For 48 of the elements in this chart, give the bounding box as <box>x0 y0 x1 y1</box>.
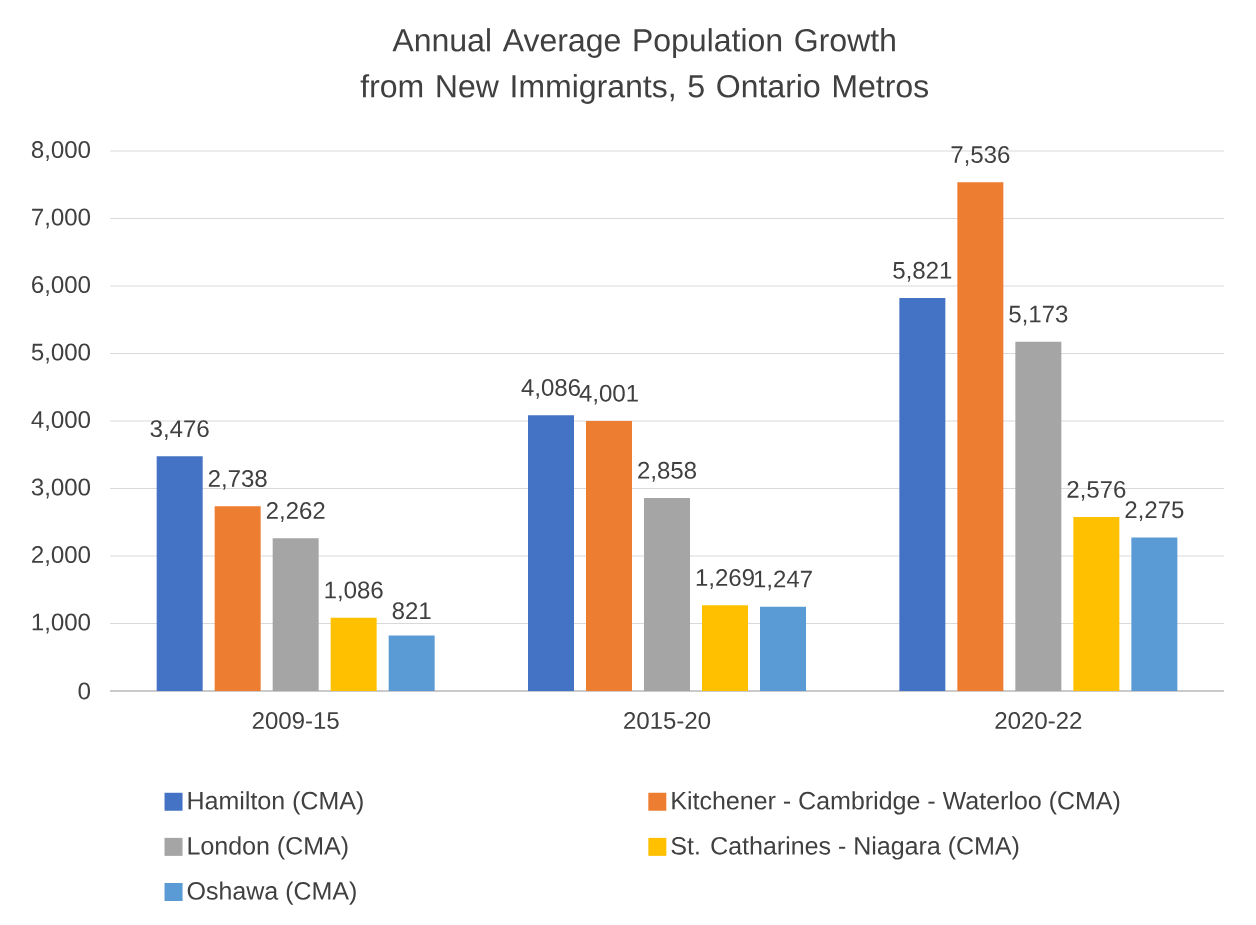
bar <box>1131 537 1178 691</box>
bar <box>644 498 691 691</box>
x-tick-label: 2015-20 <box>624 712 711 730</box>
data-label: 5,173 <box>1009 305 1068 326</box>
data-label: 5,821 <box>893 261 952 282</box>
y-tick-label: 0 <box>78 682 91 700</box>
y-tick-label: 7,000 <box>32 208 90 229</box>
legend-label: Oshawa (CMA) <box>187 881 356 905</box>
data-label: 1,269 <box>696 569 754 589</box>
bar <box>760 606 807 691</box>
y-tick-label: 8,000 <box>31 141 90 161</box>
data-label: 7,536 <box>951 146 1010 166</box>
bar <box>528 415 575 691</box>
data-label: 821 <box>392 602 431 620</box>
data-label: 4,086 <box>521 378 580 399</box>
data-label: 1,247 <box>754 570 812 591</box>
legend-label: Kitchener - Cambridge - Waterloo (CMA) <box>672 791 1120 815</box>
data-label: 2,738 <box>208 469 267 490</box>
data-label: 2,275 <box>1125 501 1184 522</box>
data-label: 2,576 <box>1067 480 1126 501</box>
legend-label: Hamilton (CMA) <box>188 791 363 815</box>
bar <box>388 635 435 691</box>
data-label: 2,262 <box>266 502 325 522</box>
y-tick-label: 1,000 <box>32 613 90 634</box>
data-label: 2,858 <box>638 461 696 482</box>
bar <box>702 605 749 691</box>
bar <box>330 617 377 691</box>
data-label: 1,086 <box>325 581 383 602</box>
bar <box>214 506 261 691</box>
legend-label: St. Catharines - Niagara (CMA) <box>671 836 1019 860</box>
x-tick-label: 2009-15 <box>252 712 339 730</box>
bar <box>1073 517 1120 691</box>
y-tick-label: 2,000 <box>32 546 90 566</box>
y-tick-label: 3,000 <box>31 478 90 499</box>
bar <box>272 538 319 691</box>
chart-title: Annual Average Population Growth from New Immigrants, 5 Ontario Metros <box>360 28 929 104</box>
bar <box>586 420 633 691</box>
bar <box>156 456 203 691</box>
data-label: 3,476 <box>150 420 209 440</box>
y-tick-label: 5,000 <box>31 343 90 364</box>
x-tick-label: 2020-22 <box>995 712 1082 730</box>
bar <box>957 182 1004 691</box>
bar <box>1015 341 1062 691</box>
y-tick-label: 4,000 <box>31 411 90 431</box>
y-tick-label: 6,000 <box>32 276 90 296</box>
data-label: 4,001 <box>579 384 638 405</box>
bar <box>899 298 946 691</box>
legend-label: London (CMA) <box>188 836 348 860</box>
